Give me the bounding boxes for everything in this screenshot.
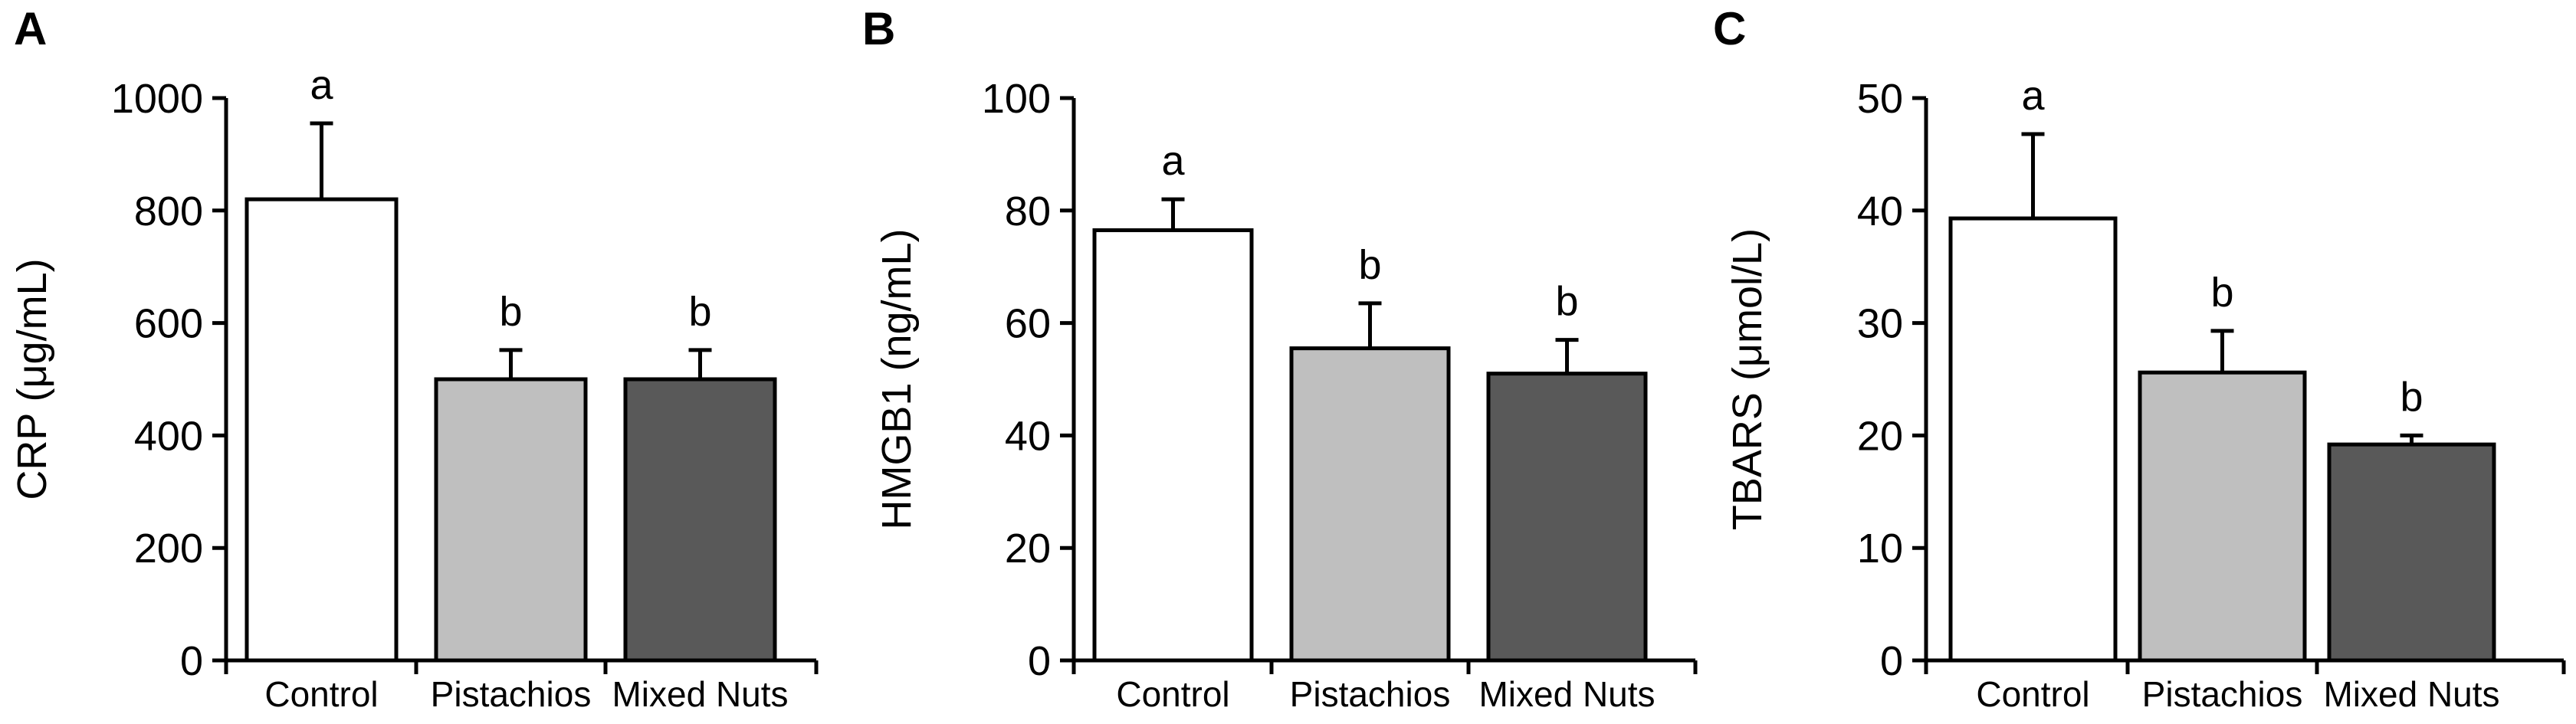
y-tick-label: 0 (1880, 638, 1903, 684)
bar (1092, 228, 1254, 663)
x-tick-label: Control (264, 674, 378, 714)
x-tick-label: Pistachios (431, 674, 592, 714)
y-tick-label: 0 (1028, 638, 1051, 684)
bar (2138, 370, 2307, 663)
y-tick-label: 40 (1005, 413, 1051, 459)
panel-b: B 0 20 40 60 80 100 HMGB1 (ng/mL) a Control b Pista… (862, 3, 1698, 714)
y-tick-label: 60 (1005, 301, 1051, 347)
significance-label: b (688, 289, 711, 335)
y-tick-label: 20 (1857, 413, 1903, 459)
bar (2327, 442, 2496, 663)
significance-label: a (310, 62, 333, 108)
y-axis-title: TBARS (μmol/L) (1724, 228, 1770, 530)
y-tick-label: 40 (1857, 188, 1903, 234)
bar (434, 377, 588, 663)
y-tick-label: 200 (134, 526, 203, 572)
panel-label: A (14, 3, 47, 54)
x-tick-label: Control (1976, 674, 2089, 714)
y-tick-label: 0 (180, 638, 203, 684)
y-tick-label: 10 (1857, 526, 1903, 572)
y-tick-label: 100 (982, 76, 1051, 122)
bar (244, 197, 399, 663)
y-axis-title: CRP (μg/mL) (9, 258, 55, 500)
significance-label: a (2021, 73, 2045, 119)
x-tick-label: Mixed Nuts (1478, 674, 1655, 714)
panel-label: B (862, 3, 895, 54)
significance-label: a (1161, 138, 1185, 184)
y-axis-title: HMGB1 (ng/mL) (874, 228, 920, 529)
y-tick-label: 1000 (111, 76, 203, 122)
y-tick-label: 30 (1857, 301, 1903, 347)
significance-label: b (499, 289, 522, 335)
bar (1289, 346, 1451, 663)
x-tick-label: Pistachios (2142, 674, 2303, 714)
bar (623, 377, 777, 663)
significance-label: b (2400, 374, 2423, 420)
y-tick-label: 600 (134, 301, 203, 347)
x-tick-label: Control (1116, 674, 1229, 714)
y-tick-label: 80 (1005, 188, 1051, 234)
significance-label: b (1555, 279, 1578, 325)
y-tick-label: 400 (134, 413, 203, 459)
panel-a: A 0 200 400 600 800 1000 CRP (μg/mL) a Control b Pi… (9, 3, 819, 714)
panel-c: C 0 10 20 30 40 50 TBARS (μmol/L) a Control b Pista… (1713, 3, 2566, 714)
x-tick-label: Pistachios (1290, 674, 1451, 714)
y-tick-label: 800 (134, 188, 203, 234)
x-tick-label: Mixed Nuts (612, 674, 788, 714)
x-tick-label: Mixed Nuts (2323, 674, 2499, 714)
significance-label: b (2210, 270, 2233, 316)
panel-label: C (1713, 3, 1746, 54)
y-tick-label: 20 (1005, 526, 1051, 572)
significance-label: b (1358, 242, 1381, 288)
bar (1948, 216, 2118, 663)
bar (1486, 372, 1648, 663)
y-tick-label: 50 (1857, 76, 1903, 122)
